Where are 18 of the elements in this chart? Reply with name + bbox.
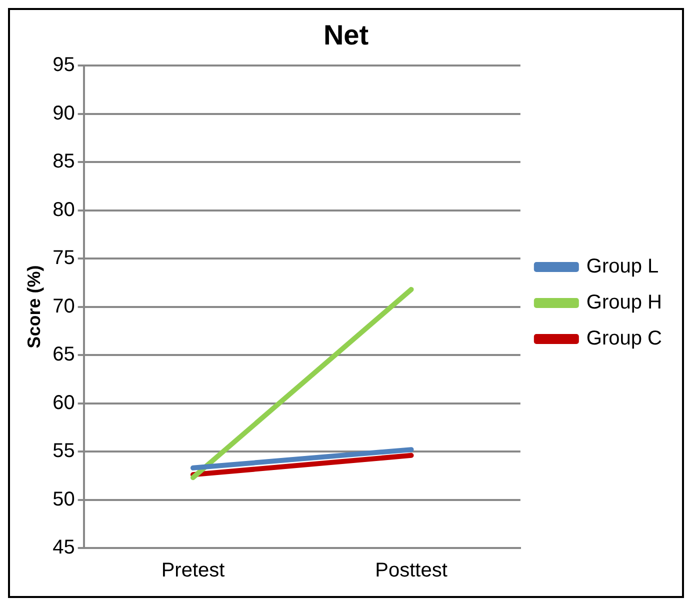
y-tick-label: 50 — [52, 488, 75, 510]
chart-title: Net — [323, 20, 369, 51]
y-tick-label: 90 — [52, 102, 75, 124]
y-tick-label: 70 — [52, 295, 75, 318]
y-tick-label: 95 — [52, 54, 75, 76]
y-tick-label: 55 — [52, 440, 75, 462]
legend-label: Group C — [586, 328, 662, 350]
y-axis-title: Score (%) — [24, 265, 44, 348]
legend-label: Group L — [586, 256, 659, 278]
x-tick-label: Posttest — [375, 560, 448, 582]
y-tick-label: 85 — [52, 150, 75, 173]
y-tick-label: 65 — [52, 344, 75, 366]
legend-label: Group H — [586, 292, 662, 314]
y-tick-label: 60 — [52, 392, 75, 414]
x-tick-label: Pretest — [161, 560, 226, 582]
y-tick-label: 45 — [52, 536, 75, 559]
y-tick-label: 75 — [52, 247, 75, 270]
y-tick-label: 80 — [52, 198, 75, 221]
